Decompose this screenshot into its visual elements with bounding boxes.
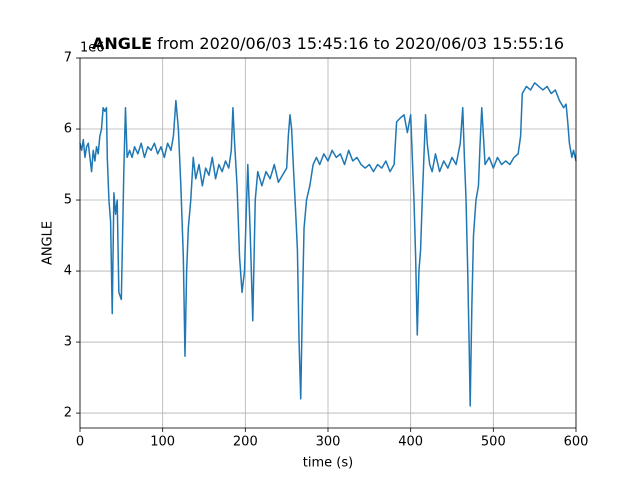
y-tick-label: 4 xyxy=(64,264,72,279)
x-tick-label: 0 xyxy=(76,435,84,450)
x-tick-label: 300 xyxy=(316,435,341,450)
plot-frame xyxy=(79,57,577,429)
data-line xyxy=(79,82,577,407)
y-tick-label: 3 xyxy=(64,335,72,350)
title-bold: ANGLE xyxy=(92,34,152,53)
title-rest: from 2020/06/03 15:45:16 to 2020/06/03 1… xyxy=(157,34,564,53)
x-tick-label: 100 xyxy=(150,435,175,450)
y-offset-text: 1e6 xyxy=(80,41,105,56)
y-tick-label: 5 xyxy=(64,193,72,208)
y-tick-label: 6 xyxy=(64,122,72,137)
chart-title: ANGLE from 2020/06/03 15:45:16 to 2020/0… xyxy=(92,34,564,53)
x-tick-label: 500 xyxy=(481,435,506,450)
x-tick-label: 400 xyxy=(398,435,423,450)
x-axis-label: time (s) xyxy=(303,456,353,471)
x-tick-label: 200 xyxy=(233,435,258,450)
y-tick-label: 7 xyxy=(64,51,72,66)
x-tick-label: 600 xyxy=(564,435,589,450)
y-axis-label: ANGLE xyxy=(41,221,56,265)
y-tick-label: 2 xyxy=(64,406,72,421)
